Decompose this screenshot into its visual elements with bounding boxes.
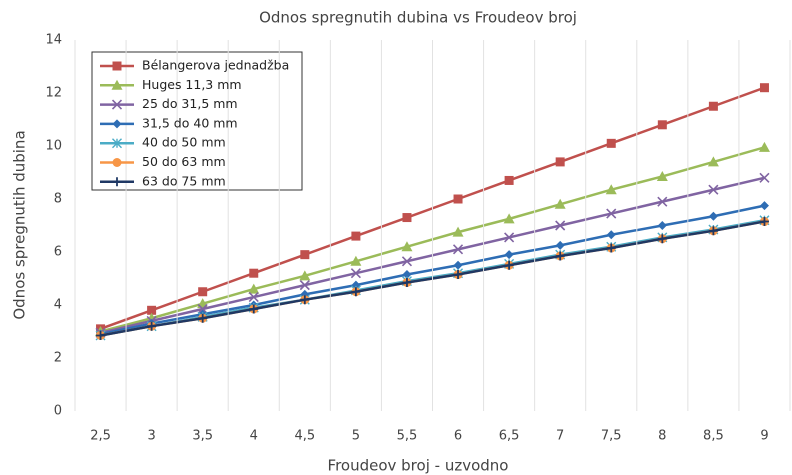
marker <box>401 241 413 252</box>
y-tick-label: 2 <box>54 351 62 366</box>
marker <box>758 141 770 152</box>
y-axis-label: Odnos spregnutih dubina <box>11 130 29 319</box>
legend-label: 25 do 31,5 mm <box>142 96 238 111</box>
legend-label: 31,5 do 40 mm <box>142 115 238 130</box>
marker <box>147 321 157 331</box>
y-tick-label: 10 <box>45 139 62 154</box>
y-tick-label: 6 <box>54 245 62 260</box>
marker <box>453 270 463 280</box>
y-tick-label: 12 <box>45 86 62 101</box>
x-tick-label: 8,5 <box>703 429 724 444</box>
marker <box>555 240 565 250</box>
marker <box>657 234 667 244</box>
marker <box>402 277 412 287</box>
marker <box>707 156 719 167</box>
marker <box>504 175 514 185</box>
y-tick-label: 4 <box>54 298 62 313</box>
marker <box>249 304 259 314</box>
x-axis-label: Froudeov broj - uzvodno <box>328 457 509 475</box>
marker <box>504 260 514 270</box>
marker <box>249 268 259 278</box>
x-tick-label: 7,5 <box>601 429 622 444</box>
marker <box>708 184 719 195</box>
marker <box>606 208 617 219</box>
legend-label: 63 do 75 mm <box>142 173 226 188</box>
marker <box>402 270 412 280</box>
marker <box>656 170 668 181</box>
marker <box>759 83 769 93</box>
x-tick-label: 7 <box>556 429 564 444</box>
marker <box>504 250 514 260</box>
y-tick-label: 8 <box>54 192 62 207</box>
marker <box>554 198 566 209</box>
marker <box>606 230 616 240</box>
marker <box>759 217 769 227</box>
marker <box>198 313 208 323</box>
chart-title: Odnos spregnutih dubina vs Froudeov broj <box>259 9 577 27</box>
marker <box>350 268 361 279</box>
y-tick-label: 0 <box>54 404 62 419</box>
marker <box>112 177 122 187</box>
x-tick-label: 8 <box>658 429 666 444</box>
marker <box>402 213 412 223</box>
marker <box>351 287 361 297</box>
marker <box>452 226 464 237</box>
x-tick-label: 5 <box>352 429 360 444</box>
marker <box>112 158 122 167</box>
legend-label: 40 do 50 mm <box>142 135 226 150</box>
marker <box>657 196 668 207</box>
marker <box>299 270 311 281</box>
marker <box>351 231 361 241</box>
marker <box>300 295 310 305</box>
x-tick-label: 3 <box>147 429 155 444</box>
legend-label: Huges 11,3 mm <box>142 77 242 92</box>
marker <box>555 251 565 261</box>
marker <box>708 226 718 236</box>
y-tick-label: 14 <box>45 33 62 48</box>
x-tick-label: 3,5 <box>192 429 213 444</box>
x-tick-label: 2,5 <box>90 429 111 444</box>
marker <box>197 303 208 315</box>
marker <box>453 194 463 204</box>
marker <box>198 287 208 297</box>
legend-label: Bélangerova jednadžba <box>142 58 289 73</box>
marker <box>504 232 515 243</box>
marker <box>708 211 718 221</box>
marker <box>759 172 770 183</box>
x-tick-label: 4,5 <box>294 429 315 444</box>
x-tick-label: 4 <box>250 429 258 444</box>
marker <box>453 260 463 270</box>
x-tick-label: 6,5 <box>499 429 520 444</box>
marker <box>300 250 310 260</box>
legend-label: 50 do 63 mm <box>142 154 226 169</box>
marker <box>299 280 310 291</box>
marker <box>555 220 566 231</box>
marker <box>401 256 413 267</box>
marker <box>606 138 616 148</box>
marker <box>606 243 616 253</box>
x-tick-label: 5,5 <box>397 429 418 444</box>
marker <box>248 291 259 303</box>
marker <box>96 330 106 340</box>
x-tick-label: 9 <box>760 429 768 444</box>
marker <box>555 157 565 167</box>
marker <box>111 99 123 110</box>
x-tick-label: 6 <box>454 429 462 444</box>
marker <box>111 79 123 90</box>
marker <box>452 244 464 255</box>
marker <box>248 283 260 294</box>
marker <box>112 61 122 71</box>
marker <box>350 255 362 266</box>
marker <box>708 101 718 111</box>
marker <box>759 201 769 211</box>
legend-box <box>91 51 303 191</box>
marker <box>657 120 667 130</box>
marker <box>112 138 122 149</box>
marker <box>503 213 515 224</box>
marker <box>112 119 122 129</box>
marker <box>605 184 617 195</box>
marker <box>657 221 667 230</box>
marker <box>147 305 157 315</box>
